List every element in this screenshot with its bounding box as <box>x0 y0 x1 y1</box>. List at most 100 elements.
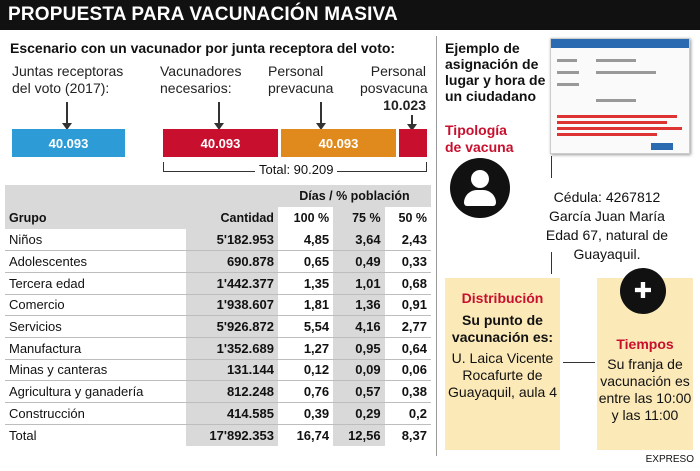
vacunadores-label: Vacunadores necesarios: <box>160 63 241 97</box>
prevacuna-bar: 40.093 <box>281 129 396 157</box>
example-title: Ejemplo de asignación de lugar y hora de… <box>445 40 546 104</box>
tipologia-line2: de vacuna <box>445 139 514 155</box>
time-range: Su franja de vacunación es entre las 10:… <box>598 356 692 423</box>
scenario-subtitle: Escenario con un vacunador por junta rec… <box>10 40 396 56</box>
posvacuna-label: Personal posvacuna 10.023 <box>360 63 428 114</box>
citizen-cedula: Cédula: 4267812 <box>553 189 661 205</box>
table-row: Servicios 5'926.872 5,54 4,16 2,77 <box>5 315 431 338</box>
cell-b: 0,29 <box>333 402 385 425</box>
citizen-info: Cédula: 4267812 García Juan María Edad 6… <box>517 188 697 264</box>
cell-a: 1,81 <box>277 294 334 317</box>
cell-b: 4,16 <box>333 315 385 338</box>
cell-a: 1,35 <box>277 272 334 295</box>
col-days: Días / % población <box>277 185 431 207</box>
posvacuna-arrow <box>407 115 417 131</box>
distribution-place: U. Laica Vicente Rocafurte de Guayaquil,… <box>448 350 557 400</box>
cell-g: Niños <box>5 229 186 252</box>
arrow-to-time <box>563 362 595 363</box>
cell-a: 1,27 <box>277 337 334 360</box>
example-section: Ejemplo de asignación de lugar y hora de… <box>437 30 700 471</box>
citizen-age: Edad 67, natural de Guayaquil. <box>545 227 669 262</box>
distribution-title: Distribución <box>461 290 544 306</box>
cell-q: 1'442.377 <box>185 272 278 295</box>
cell-g: Servicios <box>5 315 186 338</box>
cell-b: 1,36 <box>333 294 385 317</box>
cell-q: 17'892.353 <box>185 424 278 446</box>
table-row: Manufactura 1'352.689 1,27 0,95 0,64 <box>5 337 431 360</box>
cell-c: 0,38 <box>384 380 431 403</box>
population-table: Días / % población Grupo Cantidad 100 % … <box>5 185 431 446</box>
prevacuna-label: Personal prevacuna <box>268 63 333 97</box>
prevacuna-label-line2: prevacuna <box>268 80 334 96</box>
posvacuna-label-line2: posvacuna <box>360 80 428 96</box>
table-row: Minas y canteras 131.144 0,12 0,09 0,06 <box>5 359 431 382</box>
header-blank <box>5 185 186 207</box>
distribution-subtitle: Su punto de vacunación es: <box>451 312 554 345</box>
arrow-to-screen <box>551 156 552 178</box>
vacunadores-bar: 40.093 <box>163 129 278 157</box>
vacunadores-label-line2: necesarios: <box>160 80 232 96</box>
section-divider <box>436 36 437 456</box>
table-row: Construcción 414.585 0,39 0,29 0,2 <box>5 402 431 425</box>
cell-c: 2,77 <box>384 315 431 338</box>
vacunadores-arrow <box>214 102 224 130</box>
table-row: Niños 5'182.953 4,85 3,64 2,43 <box>5 229 431 252</box>
time-title: Tiempos <box>616 336 674 352</box>
cell-q: 131.144 <box>185 359 278 382</box>
cell-a: 16,74 <box>296 427 330 443</box>
table-row: Agricultura y ganadería 812.248 0,76 0,57 0,… <box>5 380 431 403</box>
cell-a: 5,54 <box>277 315 334 338</box>
tipologia-line1: Tipología <box>445 122 507 138</box>
posvacuna-value: 10.023 <box>383 97 426 113</box>
cell-q: 690.878 <box>185 250 278 273</box>
arrow-to-distribution <box>551 252 552 274</box>
col-50: 50 % <box>398 211 428 225</box>
screenshot-header <box>551 39 689 48</box>
prevacuna-label-line1: Personal <box>268 63 324 79</box>
person-icon <box>450 158 510 218</box>
cell-c: 2,43 <box>384 229 431 252</box>
cell-c: 0,33 <box>384 250 431 273</box>
cell-a: 0,76 <box>277 380 334 403</box>
cell-c: 8,37 <box>401 427 427 443</box>
posvacuna-label-line1: Personal <box>370 63 426 79</box>
cell-g: Minas y canteras <box>5 359 186 382</box>
cell-g: Comercio <box>5 294 186 317</box>
juntas-label-line1: Juntas receptoras <box>12 63 124 79</box>
juntas-bar: 40.093 <box>12 129 125 157</box>
citizen-name: García Juan María <box>549 208 665 224</box>
cell-q: 5'182.953 <box>185 229 278 252</box>
cell-c: 0,68 <box>384 272 431 295</box>
col-75: 75 % <box>333 207 385 229</box>
vaccine-icon: ✚ <box>620 268 666 314</box>
cell-b: 0,57 <box>333 380 385 403</box>
cell-q: 812.248 <box>185 380 278 403</box>
cell-c: 0,06 <box>384 359 431 382</box>
col-100: 100 % <box>293 211 330 225</box>
cell-g: Total <box>9 427 37 443</box>
table-row: Comercio 1'938.607 1,81 1,36 0,91 <box>5 294 431 317</box>
registration-screenshot <box>550 38 690 154</box>
cell-g: Adolescentes <box>5 250 186 273</box>
cell-g: Tercera edad <box>5 272 186 295</box>
cell-c: 0,64 <box>384 337 431 360</box>
cell-a: 0,12 <box>277 359 334 382</box>
col-qty: Cantidad <box>185 207 278 229</box>
vacunadores-label-line1: Vacunadores <box>160 63 242 79</box>
total-text: Total: 90.209 <box>255 162 338 177</box>
cell-a: 0,39 <box>277 402 334 425</box>
cell-b: 0,49 <box>333 250 385 273</box>
table-row: Total 17'892.353 16,74 12,56 8,37 <box>5 424 431 446</box>
juntas-arrow <box>62 102 72 130</box>
cell-q: 5'926.872 <box>185 315 278 338</box>
tipologia-label: Tipología de vacuna <box>445 122 513 156</box>
page-title: PROPUESTA PARA VACUNACIÓN MASIVA <box>0 0 700 30</box>
screenshot-button <box>651 143 673 150</box>
cell-q: 1'938.607 <box>185 294 278 317</box>
cell-b: 3,64 <box>333 229 385 252</box>
cell-b: 0,95 <box>333 337 385 360</box>
cell-c: 0,2 <box>384 402 431 425</box>
prevacuna-arrow <box>316 102 326 130</box>
cell-q: 1'352.689 <box>185 337 278 360</box>
